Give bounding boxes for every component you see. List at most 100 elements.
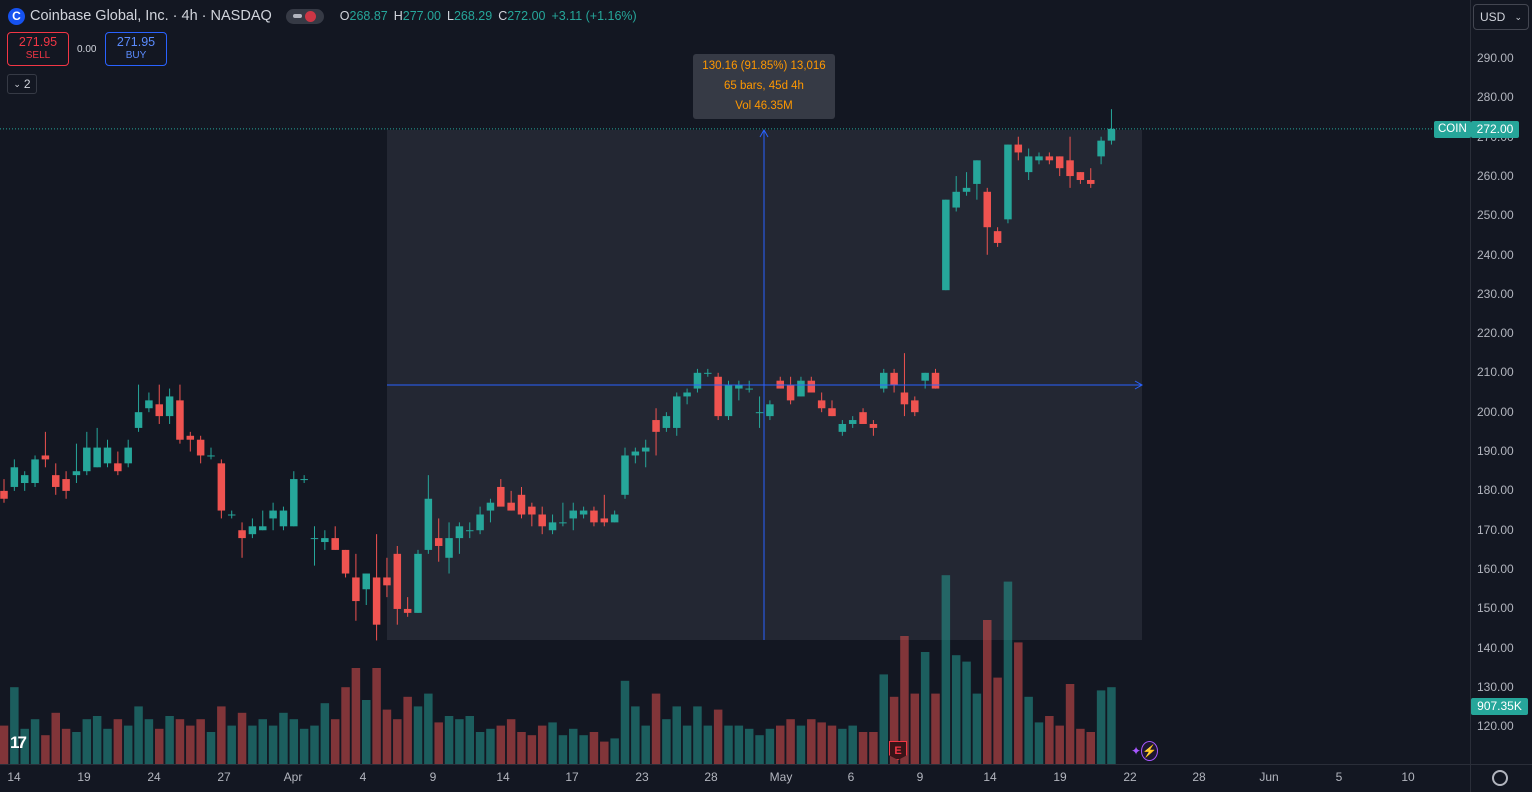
volume-bar	[662, 719, 671, 764]
candle-body	[145, 400, 153, 409]
volume-bar	[217, 706, 226, 764]
candle-body	[383, 577, 391, 586]
candle-body	[41, 455, 50, 460]
volume-bar	[776, 725, 785, 764]
volume-bar	[579, 735, 588, 764]
volume-bar	[786, 719, 795, 764]
volume-bar	[1014, 642, 1023, 764]
price-label: 200.00	[1477, 404, 1514, 419]
volume-bar	[931, 693, 940, 764]
candle-body	[10, 467, 19, 487]
currency-select[interactable]: USD ⌄	[1473, 4, 1529, 30]
candle-body	[362, 573, 370, 590]
earnings-badge-icon[interactable]: E	[889, 741, 907, 760]
candle-body	[538, 514, 546, 527]
candle-body	[942, 199, 950, 291]
candle-body	[352, 577, 360, 602]
volume-bar	[341, 687, 350, 764]
candle-body	[414, 553, 422, 613]
candle-body	[165, 396, 174, 417]
buy-button[interactable]: 271.95 BUY	[105, 32, 167, 66]
candle-body	[548, 522, 557, 531]
ticker-tag: COIN	[1434, 121, 1471, 138]
candle-body	[1087, 179, 1095, 184]
volume-bar	[434, 722, 443, 764]
volume-bar	[237, 712, 247, 764]
volume-bar	[351, 668, 361, 764]
volume-bar	[641, 725, 650, 764]
candle-body	[890, 372, 898, 385]
candle-body	[797, 380, 805, 397]
time-label: 14	[983, 770, 997, 784]
volume-bar	[827, 725, 837, 764]
tradingview-logo-icon[interactable]: 17	[10, 733, 27, 752]
candle-body	[1024, 156, 1033, 173]
symbol-title[interactable]: Coinbase Global, Inc. · 4h · NASDAQ	[30, 8, 272, 24]
price-label: 290.00	[1477, 51, 1514, 65]
volume-bar	[879, 674, 888, 764]
candle-body	[83, 447, 91, 472]
volume-bar	[951, 655, 961, 764]
candle-body	[859, 412, 867, 424]
ohlc-low: L268.29	[447, 9, 493, 23]
sell-button[interactable]: 271.95 SELL	[7, 32, 69, 66]
time-label: 19	[1053, 770, 1067, 784]
volume-bar	[413, 706, 423, 764]
candle-body	[486, 502, 495, 511]
candle-body	[911, 400, 919, 413]
candle-body	[962, 187, 971, 192]
settings-gear-icon[interactable]	[1492, 770, 1508, 786]
volume-bar	[144, 719, 154, 764]
time-label: 14	[7, 770, 21, 784]
candle-body	[993, 231, 1002, 243]
volume-bar	[424, 693, 433, 764]
candlestick-chart[interactable]	[0, 0, 1470, 764]
candle-body	[600, 518, 609, 523]
candle-body	[176, 400, 184, 440]
price-label: 140.00	[1477, 640, 1514, 655]
lightning-icon[interactable]: ✦ ⚡	[1131, 740, 1159, 762]
candle-body	[217, 463, 226, 511]
price-label: 160.00	[1477, 561, 1514, 576]
indicators-collapse-button[interactable]: ⌄ 2	[7, 74, 37, 94]
volume-bar	[682, 725, 692, 764]
current-volume-tag: 907.35K	[1471, 698, 1528, 715]
volume-bar	[972, 693, 982, 764]
candle-body	[693, 372, 702, 389]
volume-bar	[1003, 581, 1013, 764]
time-label: 22	[1123, 770, 1137, 784]
price-label: 260.00	[1477, 168, 1514, 183]
time-axis[interactable]	[0, 764, 1470, 792]
candle-body	[372, 577, 381, 625]
currency-value: USD	[1480, 10, 1506, 24]
candle-body	[445, 538, 453, 558]
candle-body	[134, 412, 143, 428]
chart-pane[interactable]	[0, 0, 1470, 764]
volume-bar	[941, 575, 951, 764]
volume-bar	[858, 732, 868, 764]
candle-body	[0, 490, 8, 499]
volume-bar	[403, 696, 412, 764]
candle-body	[20, 475, 29, 484]
candle-body	[62, 479, 70, 491]
candle-body	[621, 455, 629, 495]
candle-body	[466, 530, 474, 532]
volume-bar	[289, 719, 299, 764]
candle-body	[497, 486, 505, 507]
time-label: 6	[847, 770, 855, 784]
time-label: 17	[565, 770, 579, 784]
price-label: 190.00	[1477, 444, 1514, 458]
time-label: 28	[1192, 770, 1206, 784]
volume-bar	[465, 716, 474, 764]
axis-corner	[1470, 764, 1532, 792]
candle-body	[683, 392, 691, 397]
volume-bar	[848, 725, 857, 764]
price-label: 240.00	[1477, 247, 1514, 262]
volume-bar	[558, 735, 568, 764]
price-label: 130.00	[1477, 679, 1514, 694]
volume-bar	[123, 725, 133, 764]
coinbase-logo-icon: C	[8, 7, 25, 25]
visibility-toggle-icon[interactable]	[285, 8, 324, 24]
candle-body	[828, 408, 836, 417]
candle-body	[983, 191, 991, 228]
